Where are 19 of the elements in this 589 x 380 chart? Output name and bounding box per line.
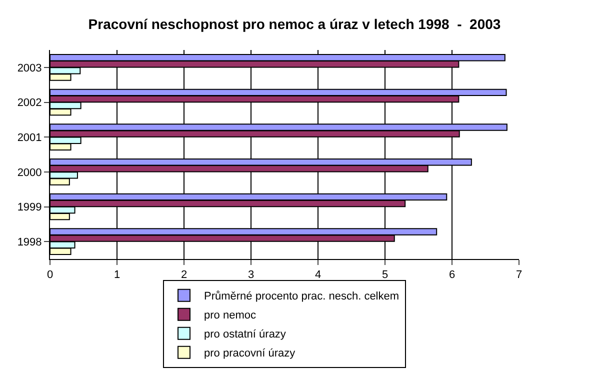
y-tick-label: 2000 bbox=[17, 166, 42, 179]
chart-title: Pracovní neschopnost pro nemoc a úraz v letech 1998 - 2003 bbox=[88, 16, 501, 32]
x-tick-label: 1 bbox=[114, 269, 120, 282]
y-tick-label: 1999 bbox=[17, 202, 42, 214]
x-tick-label: 6 bbox=[448, 269, 456, 282]
x-tick-label: 4 bbox=[314, 269, 322, 282]
legend-label: pro pracovní úrazy bbox=[204, 348, 296, 360]
y-tick-label: 1998 bbox=[17, 236, 42, 248]
x-tick-label: 5 bbox=[382, 269, 388, 282]
y-tick-label: 2002 bbox=[17, 97, 42, 110]
legend-label: pro ostatní úrazy bbox=[204, 328, 286, 341]
legend-label: Průměrné procento prac. nesch. celkem bbox=[204, 290, 400, 303]
legend-label: pro nemoc bbox=[204, 310, 256, 322]
y-tick-label: 2003 bbox=[17, 62, 42, 74]
x-tick-label: 2 bbox=[180, 269, 188, 282]
y-tick-label: 2001 bbox=[17, 132, 42, 144]
x-tick-label: 7 bbox=[516, 269, 522, 282]
x-tick-label: 0 bbox=[46, 269, 54, 282]
x-tick-label: 3 bbox=[248, 269, 254, 282]
